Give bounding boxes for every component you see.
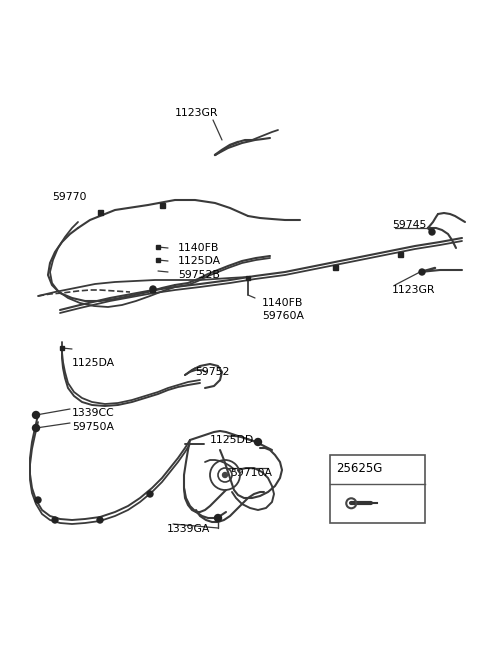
- Circle shape: [215, 514, 221, 522]
- Circle shape: [150, 286, 156, 292]
- Text: 59760A: 59760A: [262, 311, 304, 321]
- Text: 1123GR: 1123GR: [175, 108, 218, 118]
- Circle shape: [429, 229, 435, 235]
- Circle shape: [349, 501, 354, 506]
- Bar: [330, 455, 425, 523]
- Text: 1339CC: 1339CC: [72, 408, 115, 418]
- Circle shape: [97, 517, 103, 523]
- Circle shape: [33, 424, 39, 432]
- Circle shape: [33, 411, 39, 419]
- Text: 59710A: 59710A: [230, 468, 272, 478]
- Bar: [333, 264, 337, 270]
- Circle shape: [147, 491, 153, 497]
- Text: 59752: 59752: [195, 367, 229, 377]
- Circle shape: [223, 472, 228, 478]
- Circle shape: [52, 517, 58, 523]
- Text: 1125DD: 1125DD: [210, 435, 254, 445]
- Text: 59770: 59770: [52, 192, 86, 202]
- Bar: [156, 258, 160, 262]
- Text: 1123GR: 1123GR: [392, 285, 435, 295]
- Text: 59752B: 59752B: [178, 270, 220, 280]
- Text: 25625G: 25625G: [336, 462, 383, 475]
- Text: 59745: 59745: [392, 220, 426, 230]
- Text: 1140FB: 1140FB: [262, 298, 303, 308]
- Text: 1140FB: 1140FB: [178, 243, 219, 253]
- Bar: [397, 251, 403, 256]
- Circle shape: [419, 269, 425, 275]
- Bar: [156, 245, 160, 249]
- Text: 1125DA: 1125DA: [72, 358, 115, 368]
- Text: 1339GA: 1339GA: [167, 524, 210, 534]
- Bar: [159, 203, 165, 207]
- Bar: [97, 209, 103, 215]
- Bar: [149, 287, 155, 291]
- Circle shape: [254, 438, 262, 445]
- Circle shape: [35, 497, 41, 503]
- Bar: [60, 346, 64, 350]
- Text: 59750A: 59750A: [72, 422, 114, 432]
- Bar: [246, 276, 250, 280]
- Text: 1125DA: 1125DA: [178, 256, 221, 266]
